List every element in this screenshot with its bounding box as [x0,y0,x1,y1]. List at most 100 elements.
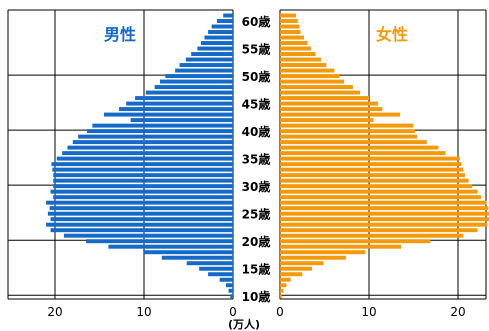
male-bar [185,57,233,62]
male-bar [119,107,233,112]
female-bar [280,90,361,95]
female-bar [280,228,478,233]
x-axis-tick-labels: 20 10 0 0 10 20 [47,305,465,319]
x-tick-label: 0 [229,305,237,319]
male-bar [179,63,233,68]
male-bar [160,79,233,84]
male-bar [47,211,233,216]
x-tick-label: 20 [450,305,465,319]
female-bar [280,244,402,249]
female-bar [280,283,287,288]
female-bar [280,288,284,293]
female-bar [280,134,418,139]
female-bar [280,52,316,57]
male-bar [165,74,233,79]
male-bar [154,85,233,90]
male-bar [200,41,233,46]
male-bar [126,101,233,106]
female-bar [280,178,469,183]
male-bar [208,272,233,277]
male-bar [49,206,233,211]
male-bar [53,195,233,200]
female-bar [280,123,414,128]
age-tick-label: 30歳 [242,179,271,194]
male-bar [50,228,233,233]
female-bar [280,35,305,40]
male-bar [52,167,233,172]
female-bar [280,255,346,260]
age-tick-label: 25歳 [242,207,271,222]
female-bars [280,13,489,299]
male-bar [145,90,233,95]
female-bar [280,41,308,46]
female-bar [280,162,462,167]
female-bar [280,173,466,178]
male-bar [67,145,234,150]
age-tick-label: 55歳 [242,42,271,57]
x-axis-unit-label: (万人) [228,317,260,331]
female-bar [280,74,340,79]
male-bar [63,233,234,238]
male-bar [51,162,233,167]
male-bar [86,239,234,244]
male-bar [56,156,233,161]
female-bar [280,118,374,123]
female-bar [280,96,369,101]
female-bar [280,13,297,18]
female-bar [280,272,303,277]
female-bar [280,156,460,161]
male-bar [225,283,233,288]
female-bar [280,233,464,238]
male-bar [46,200,233,205]
age-tick-label: 40歳 [242,124,271,139]
male-series-label: 男性 [104,25,136,44]
age-tick-label: 50歳 [242,69,271,84]
age-tick-label: 10歳 [242,289,271,304]
female-bar [280,101,378,106]
female-bar [280,277,291,282]
female-bar [280,79,345,84]
male-bar [223,13,233,18]
female-series-label: 女性 [376,25,408,44]
female-bar [280,68,335,73]
male-bar [191,52,233,57]
male-bar [103,112,233,117]
age-tick-label: 45歳 [242,97,271,112]
male-bar [230,294,233,299]
male-bar [72,140,233,145]
male-bar [53,184,233,189]
female-bar [280,239,431,244]
age-tick-label: 15歳 [242,262,271,277]
female-bar [280,294,282,299]
age-tick-label: 60歳 [242,14,271,29]
female-bar [280,211,489,216]
male-bar [199,266,233,271]
male-bar [161,255,233,260]
male-bar [219,277,233,282]
female-bar [280,200,487,205]
female-bar [280,129,416,134]
male-bar [197,46,233,51]
female-bar [280,46,312,51]
female-bar [280,107,383,112]
female-bar [280,261,324,266]
male-bar [211,24,233,29]
female-bar [280,63,327,68]
female-bar [280,112,401,117]
male-bar [186,261,233,266]
x-tick-label: 10 [136,305,151,319]
female-bar [280,189,478,194]
male-bar [46,222,233,227]
male-bar [53,178,233,183]
male-bar [108,244,233,249]
male-bar [50,189,233,194]
female-bar [280,217,489,222]
female-bar [280,206,489,211]
female-bar [280,184,473,189]
female-bar [280,167,464,172]
male-bar [53,173,233,178]
female-bar [280,195,482,200]
age-tick-label: 20歳 [242,234,271,249]
male-bar [204,35,233,40]
